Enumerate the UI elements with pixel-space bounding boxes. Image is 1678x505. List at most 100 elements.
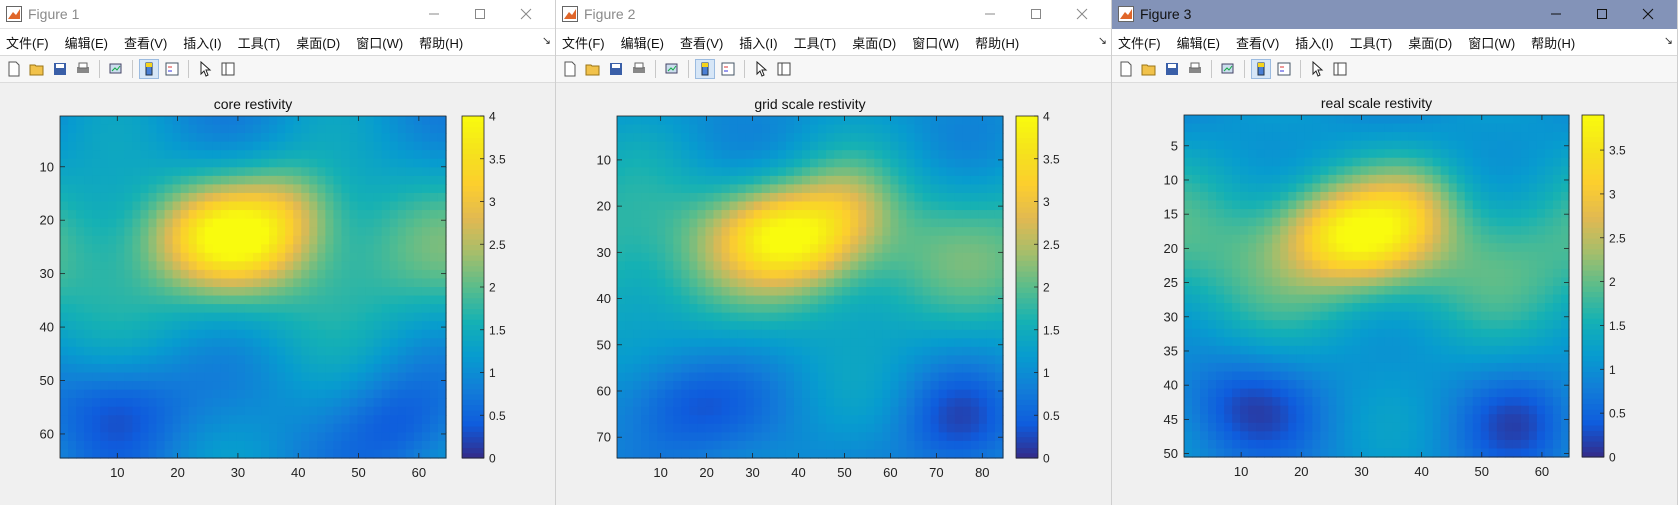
menu-item[interactable]: 编辑(E) bbox=[64, 35, 108, 51]
new-file-button[interactable] bbox=[4, 59, 24, 79]
colorbar-tick-label: 0 bbox=[489, 452, 496, 466]
menu-item[interactable]: 文件(F) bbox=[562, 35, 605, 51]
menu-item[interactable]: 帮助(H) bbox=[419, 35, 464, 51]
menu-item[interactable]: 插入(I) bbox=[739, 35, 778, 51]
matlab-icon bbox=[562, 6, 578, 22]
save-button[interactable] bbox=[606, 59, 626, 79]
colorbar-tick-label: 4 bbox=[489, 110, 496, 124]
print-button[interactable] bbox=[629, 59, 649, 79]
menu-item[interactable]: 窗口(W) bbox=[356, 35, 404, 51]
colorbar-button[interactable] bbox=[695, 59, 715, 79]
menu-item[interactable]: 插入(I) bbox=[1295, 35, 1334, 51]
minimize-button[interactable] bbox=[411, 0, 457, 28]
pointer-button[interactable] bbox=[195, 59, 215, 79]
save-button[interactable] bbox=[50, 59, 70, 79]
menu-item[interactable]: 帮助(H) bbox=[975, 35, 1020, 51]
menu-item[interactable]: 工具(T) bbox=[237, 35, 281, 51]
legend-icon bbox=[1277, 62, 1291, 76]
menu-item[interactable]: 查看(V) bbox=[123, 35, 168, 51]
title-bar[interactable]: Figure 2 bbox=[556, 0, 1111, 29]
open-folder-button[interactable] bbox=[1139, 59, 1159, 79]
minimize-button[interactable] bbox=[967, 0, 1013, 28]
colorbar-tick-label: 3 bbox=[489, 195, 496, 209]
menu-item[interactable]: 查看(V) bbox=[679, 35, 724, 51]
menu-overflow-icon[interactable]: ↘ bbox=[541, 35, 551, 47]
pointer-button[interactable] bbox=[1307, 59, 1327, 79]
close-button[interactable] bbox=[1625, 0, 1671, 28]
menu-item[interactable]: 编辑(E) bbox=[1176, 35, 1220, 51]
toolbar-separator bbox=[1300, 60, 1301, 78]
open-folder-icon bbox=[29, 64, 44, 76]
menu-item[interactable]: 桌面(D) bbox=[1408, 35, 1453, 51]
menu-item[interactable]: 文件(F) bbox=[6, 35, 49, 51]
menu-item[interactable]: 工具(T) bbox=[1349, 35, 1393, 51]
x-tick-label: 50 bbox=[1475, 464, 1489, 479]
link-plot-button[interactable] bbox=[1218, 59, 1238, 79]
menu-item[interactable]: 查看(V) bbox=[1235, 35, 1280, 51]
property-editor-button[interactable] bbox=[1330, 59, 1350, 79]
x-tick-label: 30 bbox=[1354, 464, 1368, 479]
title-bar[interactable]: Figure 3 bbox=[1112, 0, 1677, 29]
y-tick-label: 5 bbox=[1171, 138, 1178, 153]
x-tick-label: 30 bbox=[745, 465, 759, 480]
legend-icon bbox=[721, 62, 735, 76]
menu-item[interactable]: 工具(T) bbox=[793, 35, 837, 51]
menu-overflow-icon[interactable]: ↘ bbox=[1663, 35, 1673, 47]
menu-item[interactable]: 桌面(D) bbox=[296, 35, 341, 51]
colorbar-tick-label: 3.5 bbox=[489, 152, 506, 166]
menu-item[interactable]: 插入(I) bbox=[183, 35, 222, 51]
minimize-button[interactable] bbox=[1533, 0, 1579, 28]
toolbar-separator bbox=[744, 60, 745, 78]
link-plot-button[interactable] bbox=[106, 59, 126, 79]
colorbar bbox=[1015, 115, 1039, 459]
menu-item[interactable]: 窗口(W) bbox=[912, 35, 960, 51]
close-button[interactable] bbox=[503, 0, 549, 28]
menu-item[interactable]: 窗口(W) bbox=[1468, 35, 1516, 51]
menu-item[interactable]: 编辑(E) bbox=[620, 35, 664, 51]
maximize-button[interactable] bbox=[457, 0, 503, 28]
maximize-button[interactable] bbox=[1579, 0, 1625, 28]
save-button[interactable] bbox=[1162, 59, 1182, 79]
legend-button[interactable] bbox=[718, 59, 738, 79]
open-folder-button[interactable] bbox=[27, 59, 47, 79]
x-tick-label: 20 bbox=[1294, 464, 1308, 479]
print-button[interactable] bbox=[73, 59, 93, 79]
property-editor-button[interactable] bbox=[774, 59, 794, 79]
colorbar-button[interactable] bbox=[139, 59, 159, 79]
print-button[interactable] bbox=[1185, 59, 1205, 79]
figure-window: Figure 2 文件(F) 编辑(E) 查看(V) 插入(I) 工具(T) 桌面(D) 窗口… bbox=[556, 0, 1112, 505]
colorbar-tick-label: 2.5 bbox=[1609, 231, 1626, 245]
close-button[interactable] bbox=[1059, 0, 1105, 28]
colorbar-tick-label: 3.5 bbox=[1609, 144, 1626, 158]
colorbar-tick-label: 0 bbox=[1609, 451, 1616, 465]
heatmap-image bbox=[60, 116, 447, 459]
new-file-button[interactable] bbox=[1116, 59, 1136, 79]
menu-item[interactable]: 文件(F) bbox=[1118, 35, 1161, 51]
pointer-button[interactable] bbox=[751, 59, 771, 79]
menu-item[interactable]: 桌面(D) bbox=[852, 35, 897, 51]
x-tick-label: 70 bbox=[929, 465, 943, 480]
legend-button[interactable] bbox=[162, 59, 182, 79]
y-tick-label: 40 bbox=[597, 291, 611, 306]
link-plot-button[interactable] bbox=[662, 59, 682, 79]
open-folder-icon bbox=[585, 64, 600, 76]
menu-item[interactable]: 帮助(H) bbox=[1531, 35, 1576, 51]
legend-button[interactable] bbox=[1274, 59, 1294, 79]
title-bar[interactable]: Figure 1 bbox=[0, 0, 555, 29]
y-tick-label: 50 bbox=[1164, 446, 1178, 461]
figure-toolbar bbox=[1112, 56, 1677, 83]
close-icon bbox=[1642, 8, 1654, 20]
y-tick-label: 20 bbox=[1164, 241, 1178, 256]
close-icon bbox=[1076, 8, 1088, 20]
maximize-button[interactable] bbox=[1013, 0, 1059, 28]
pointer-icon bbox=[1312, 61, 1324, 77]
property-editor-button[interactable] bbox=[218, 59, 238, 79]
new-file-button[interactable] bbox=[560, 59, 580, 79]
menu-overflow-icon[interactable]: ↘ bbox=[1097, 35, 1107, 47]
colorbar-button[interactable] bbox=[1251, 59, 1271, 79]
open-folder-button[interactable] bbox=[583, 59, 603, 79]
colorbar-tick-label: 2 bbox=[489, 281, 496, 295]
menu-bar: 文件(F) 编辑(E) 查看(V) 插入(I) 工具(T) 桌面(D) 窗口(W) 帮助(H)… bbox=[1112, 29, 1677, 56]
colorbar-tick-label: 0.5 bbox=[1609, 407, 1626, 421]
colorbar bbox=[1581, 114, 1605, 458]
